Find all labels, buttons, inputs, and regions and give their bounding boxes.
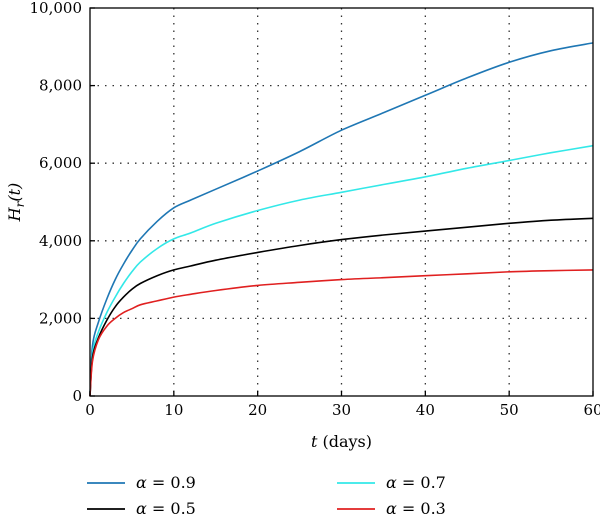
legend-label: α = 0.5 xyxy=(136,499,196,518)
plot-frame xyxy=(89,7,594,397)
series-line-2 xyxy=(89,144,594,397)
legend: α = 0.9 α = 0.7α = 0.5 α = 0.3 xyxy=(87,473,446,518)
legend-label-value: = 0.7 xyxy=(397,473,446,492)
legend-label-greek: α xyxy=(386,473,397,492)
series-line-1 xyxy=(89,42,594,397)
y-axis-label-main: H xyxy=(5,206,24,222)
legend-label-greek: α xyxy=(136,473,147,492)
x-tick-label: 10 xyxy=(164,401,183,419)
axis-ticks: 0 10 20 30 40 50 60 0 2,000 4,000 6,000 8,000 10,000 xyxy=(30,0,600,419)
x-tick-label: 40 xyxy=(416,401,435,419)
y-axis-label: Hr(t) xyxy=(5,183,27,223)
x-tick-label: 30 xyxy=(332,401,351,419)
x-axis-label-rest: (days) xyxy=(317,432,372,451)
x-axis-label: t (days) xyxy=(311,432,372,451)
legend-label-greek: α xyxy=(136,499,147,518)
series-lines xyxy=(89,42,594,397)
legend-label-value: = 0.3 xyxy=(397,499,446,518)
legend-label: α = 0.7 xyxy=(386,473,446,492)
x-tick-label: 0 xyxy=(85,401,95,419)
legend-label-value: = 0.5 xyxy=(147,499,196,518)
x-axis-label-var: t xyxy=(311,432,318,451)
y-tick-label: 2,000 xyxy=(39,309,82,327)
y-tick-label: 0 xyxy=(72,387,82,405)
y-tick-label: 8,000 xyxy=(39,77,82,95)
y-tick-label: 6,000 xyxy=(39,154,82,172)
legend-label-greek: α xyxy=(386,499,397,518)
y-tick-label: 10,000 xyxy=(30,0,83,17)
legend-label-value: = 0.9 xyxy=(147,473,196,492)
series-line-3 xyxy=(89,217,594,397)
legend-label: α = 0.9 xyxy=(136,473,196,492)
legend-label: α = 0.3 xyxy=(386,499,446,518)
y-axis-label-arg: (t) xyxy=(5,183,24,202)
x-tick-label: 20 xyxy=(248,401,267,419)
grid-lines xyxy=(90,8,593,396)
y-tick-label: 4,000 xyxy=(39,232,82,250)
series-line-4 xyxy=(89,269,594,397)
x-tick-label: 60 xyxy=(583,401,600,419)
y-axis-label-sub: r xyxy=(13,200,27,207)
x-tick-label: 50 xyxy=(500,401,519,419)
